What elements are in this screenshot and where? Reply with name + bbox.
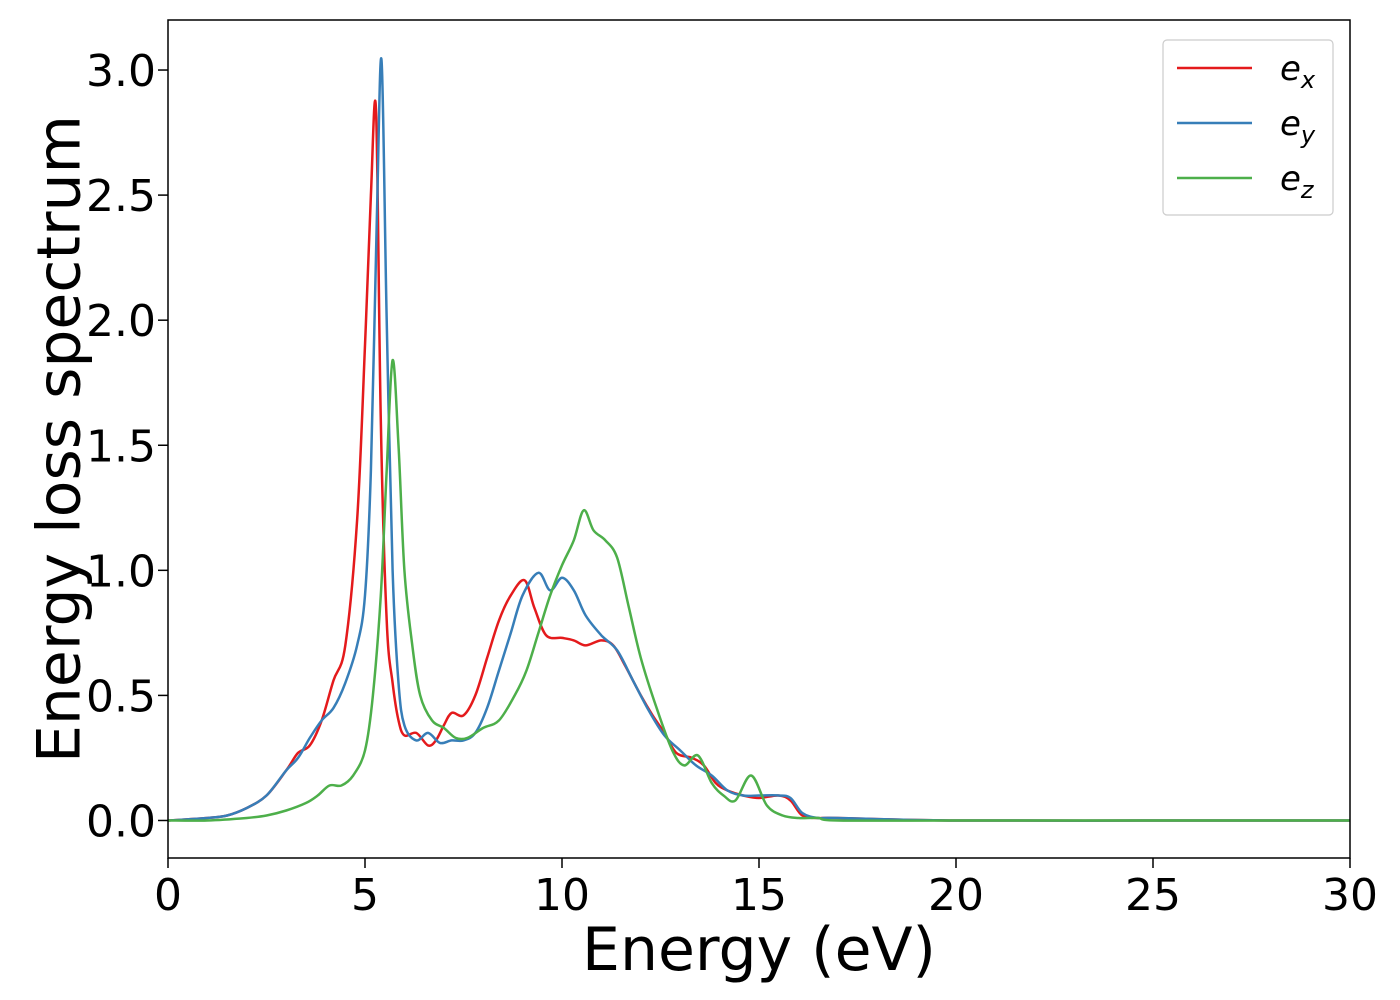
frame-layer	[167, 19, 1351, 859]
legend-label-base: e	[1280, 159, 1301, 199]
axes-layer: 0 5 10 15 20 25 30 0.0 0.5 1.0 1.5 2.0 2.5 3.0	[86, 46, 1378, 921]
y-tick-label: 2.0	[86, 296, 156, 347]
y-axis-label: Energy loss spectrum	[25, 115, 95, 763]
y-tick-label: 2.5	[86, 171, 156, 222]
x-tick-label: 20	[928, 870, 984, 921]
series-line-e-y	[167, 57, 1350, 822]
y-tick-label: 1.5	[86, 421, 156, 472]
legend-label-base: e	[1280, 49, 1301, 89]
series-line-e-z	[167, 358, 1350, 822]
x-tick-label: 0	[154, 870, 182, 921]
legend-label: ex	[1280, 49, 1316, 94]
legend-label-subscript: y	[1300, 121, 1316, 149]
legend-label: ey	[1280, 104, 1316, 149]
x-tick-label: 5	[351, 870, 379, 921]
legend-label-base: e	[1280, 104, 1301, 144]
legend-label-subscript: z	[1300, 176, 1315, 204]
series-line-e-x	[167, 99, 1350, 822]
plot-frame	[167, 19, 1351, 859]
y-tick-label: 0.5	[86, 671, 156, 722]
y-tick-label: 3.0	[86, 46, 156, 97]
series-layer	[167, 57, 1350, 822]
x-axis-label: Energy (eV)	[582, 915, 936, 985]
y-tick-label: 0.0	[86, 796, 156, 847]
legend-label-subscript: x	[1300, 66, 1316, 94]
legend-label: ez	[1280, 159, 1315, 204]
legend-box	[1162, 39, 1334, 216]
y-tick-label: 1.0	[86, 546, 156, 597]
x-tick-label: 15	[731, 870, 787, 921]
x-tick-label: 10	[534, 870, 590, 921]
x-tick-label: 25	[1125, 870, 1181, 921]
x-tick-label: 30	[1322, 870, 1378, 921]
